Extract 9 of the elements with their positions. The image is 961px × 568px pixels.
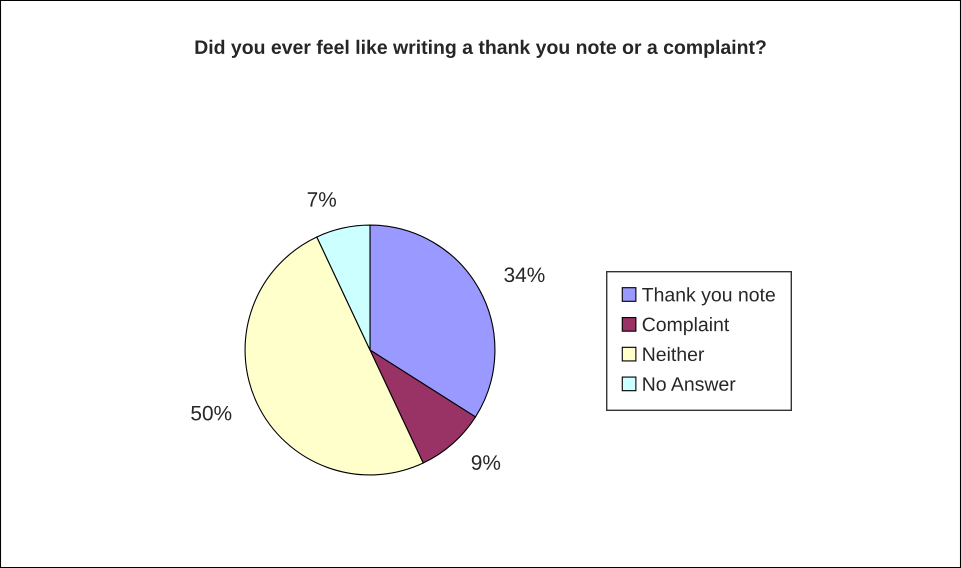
data-label: 34% xyxy=(504,267,545,282)
data-label: 7% xyxy=(308,192,336,207)
data-label: 9% xyxy=(472,455,500,470)
data-label: 50% xyxy=(191,406,232,420)
chart-title: Did you ever feel like writing a thank you note or a complaint? xyxy=(196,40,766,58)
legend-label: Neither xyxy=(643,346,704,362)
legend-label: Complaint xyxy=(642,317,730,336)
legend-label: No Answer xyxy=(643,377,736,391)
legend-label: Thank you note xyxy=(642,287,775,306)
